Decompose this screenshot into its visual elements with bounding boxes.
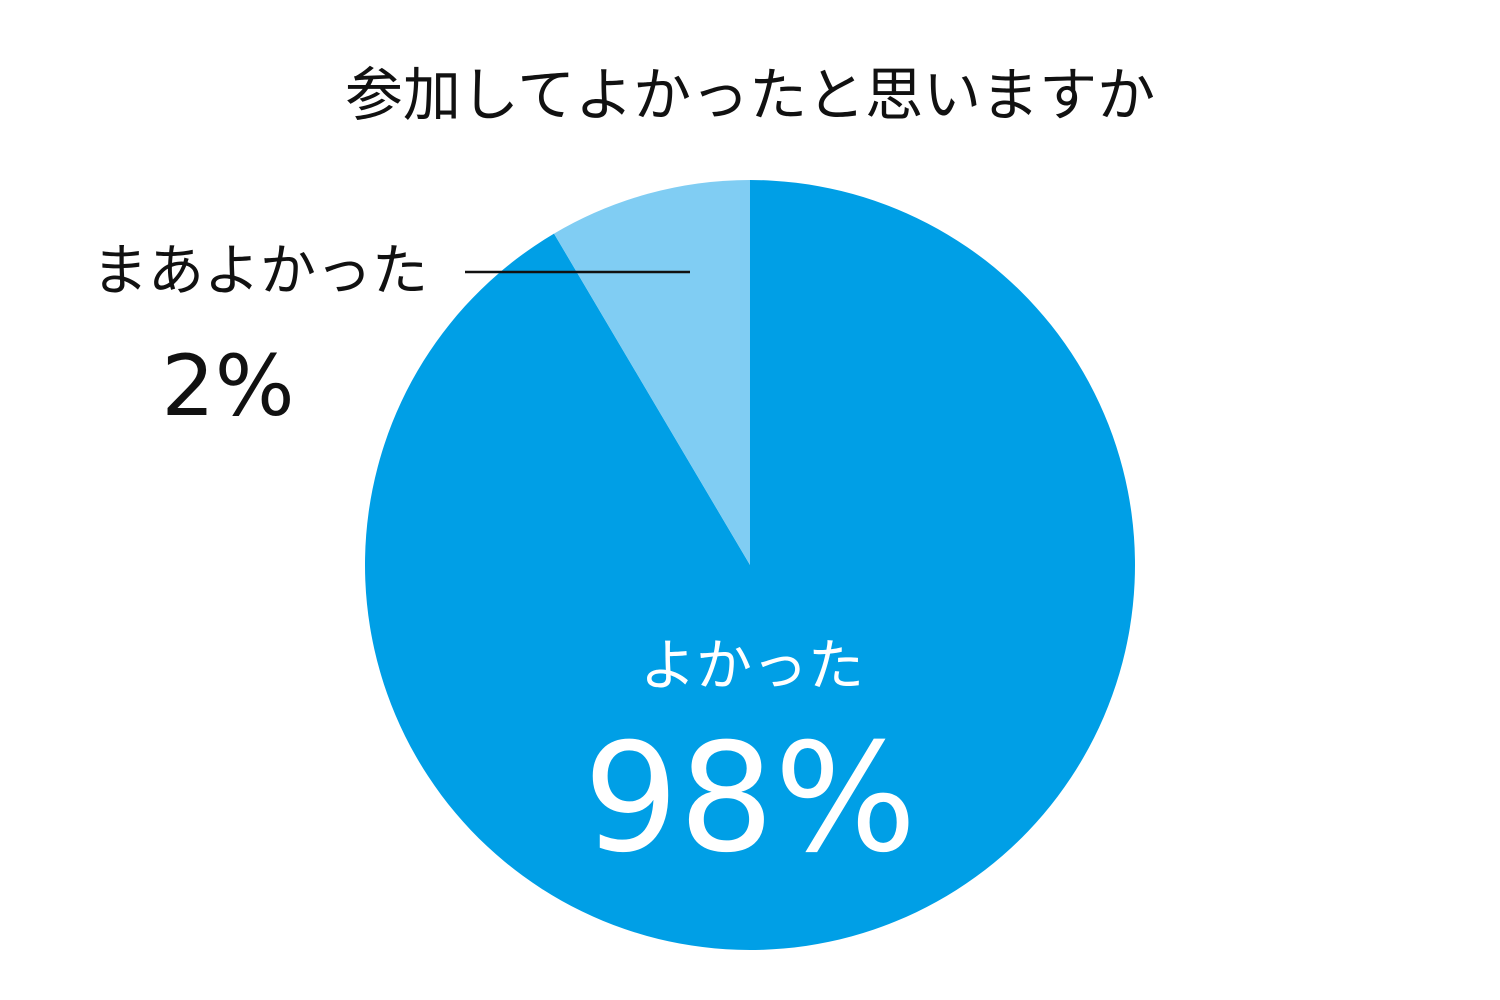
pie-slices (364, 180, 1136, 951)
slice-value-yokatta: 98% (583, 712, 916, 886)
slice-value-maa-yokatta: 2% (161, 337, 294, 435)
chart-title: 参加してよかったと思いますか (345, 61, 1155, 129)
slice-label-maa-yokatta: まあよかった (92, 239, 428, 304)
pie-slice-maa-yokatta (554, 180, 750, 565)
slice-label-yokatta: よかった (640, 634, 864, 699)
